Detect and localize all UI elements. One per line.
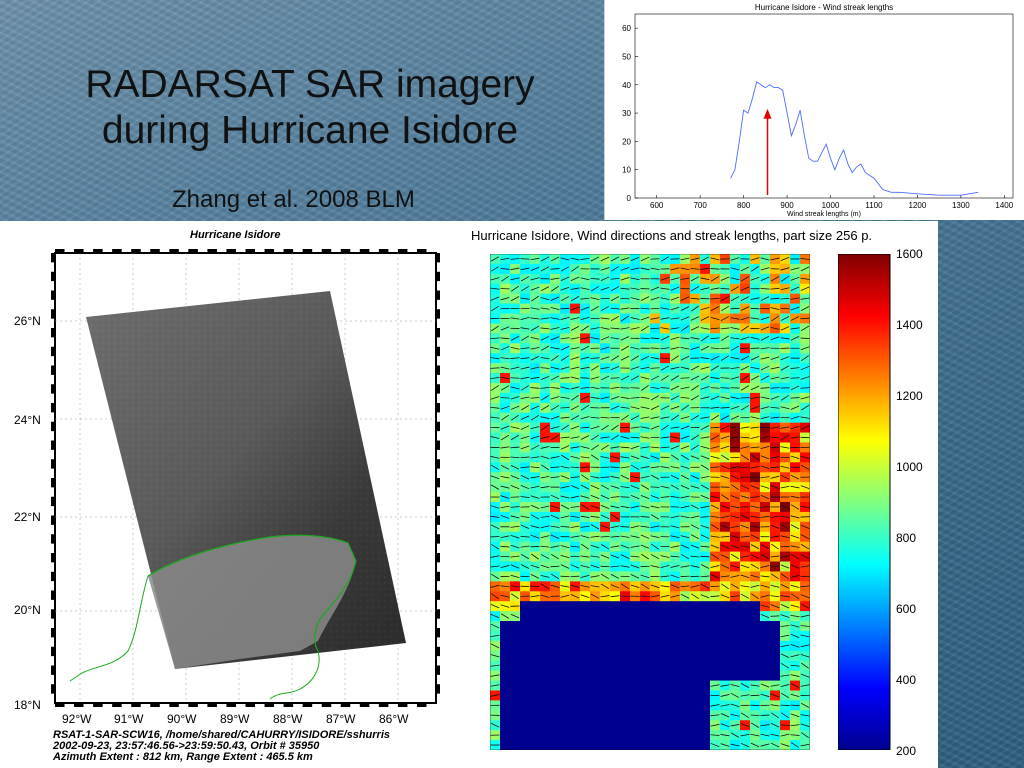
line-chart-xtick-label: 1400 xyxy=(995,201,1013,210)
colorbar-tick-1600: 1600 xyxy=(896,247,923,261)
line-chart-plot-area xyxy=(634,13,1014,199)
title-line-2: during Hurricane Isidore xyxy=(101,109,519,152)
heatmap-title: Hurricane Isidore, Wind directions and s… xyxy=(471,228,873,243)
colorbar-tick-1400: 1400 xyxy=(896,318,923,332)
line-chart-xtick-label: 800 xyxy=(737,201,751,210)
lon-label-86: 86°W xyxy=(379,712,409,726)
coastline-east xyxy=(269,650,320,700)
colorbar xyxy=(838,254,891,750)
title-line-1: RADARSAT SAR imagery xyxy=(85,63,535,106)
line-chart-arrow-head xyxy=(763,108,772,119)
yucatan-landmass xyxy=(148,535,356,669)
colorbar-tick-800: 800 xyxy=(896,531,917,545)
line-chart-ytick-label: 20 xyxy=(622,137,631,146)
sar-meta-line-1: RSAT-1-SAR-SCW16, /home/shared/CAHURRY/I… xyxy=(53,729,390,741)
line-chart-ytick-label: 40 xyxy=(622,81,631,90)
line-chart-panel: Hurricane Isidore - Wind streak lengths 6… xyxy=(605,0,1024,220)
line-chart: Hurricane Isidore - Wind streak lengths 6… xyxy=(622,3,1014,218)
sar-figure-title: Hurricane Isidore xyxy=(190,229,281,241)
coastline-west xyxy=(69,575,149,682)
line-chart-xtick-label: 1100 xyxy=(865,201,883,210)
line-chart-xtick-label: 700 xyxy=(693,201,707,210)
lon-label-89: 89°W xyxy=(220,712,250,726)
colorbar-gradient xyxy=(838,254,891,750)
line-chart-ytick-label: 50 xyxy=(622,52,631,61)
line-chart-ytick-label: 30 xyxy=(622,109,631,118)
line-chart-xtick-label: 1000 xyxy=(822,201,840,210)
colorbar-tick-1200: 1200 xyxy=(896,389,923,403)
line-chart-xlabel: Wind streak lengths (m) xyxy=(787,211,861,218)
sar-metadata: RSAT-1-SAR-SCW16, /home/shared/CAHURRY/I… xyxy=(53,730,390,763)
lon-label-88: 88°W xyxy=(273,712,303,726)
coastline-north xyxy=(147,534,357,652)
lon-label-91: 91°W xyxy=(114,712,144,726)
map-frame-ticks xyxy=(51,249,440,707)
line-chart-series xyxy=(730,81,979,196)
line-chart-xtick-label: 1200 xyxy=(909,201,927,210)
slide-title: RADARSAT SAR imagery during Hurricane Is… xyxy=(30,62,590,154)
colorbar-tick-600: 600 xyxy=(896,602,917,616)
line-chart-ytick-label: 0 xyxy=(627,194,632,203)
line-chart-title: Hurricane Isidore - Wind streak lengths xyxy=(755,3,893,12)
line-chart-xtick-label: 900 xyxy=(780,201,794,210)
lat-label-18: 18°N xyxy=(14,698,41,712)
lon-label-87: 87°W xyxy=(326,712,356,726)
slide-subtitle: Zhang et al. 2008 BLM xyxy=(172,186,415,213)
colorbar-tick-200: 200 xyxy=(896,744,917,758)
lat-label-20: 20°N xyxy=(14,603,41,617)
colorbar-tick-1000: 1000 xyxy=(896,460,923,474)
lat-label-24: 24°N xyxy=(14,413,41,427)
line-chart-xtick-label: 1300 xyxy=(952,201,970,210)
colorbar-tick-400: 400 xyxy=(896,673,917,687)
line-chart-ytick-label: 10 xyxy=(622,166,631,175)
sar-meta-line-2: 2002-09-23, 23:57:46.56->23:59:50.43, Or… xyxy=(53,740,320,752)
lat-label-22: 22°N xyxy=(14,510,41,524)
line-chart-ytick-label: 60 xyxy=(622,24,631,33)
sar-map: 26°N 24°N 22°N 20°N 18°N 92°W 91°W 90°W … xyxy=(14,249,440,726)
line-chart-xtick-label: 600 xyxy=(650,201,664,210)
lon-label-90: 90°W xyxy=(167,712,197,726)
sar-meta-line-3: Azimuth Extent : 812 km, Range Extent : … xyxy=(53,751,313,763)
lon-label-92: 92°W xyxy=(62,712,92,726)
lat-label-26: 26°N xyxy=(14,314,41,328)
wind-streak-heatmap xyxy=(490,254,810,750)
